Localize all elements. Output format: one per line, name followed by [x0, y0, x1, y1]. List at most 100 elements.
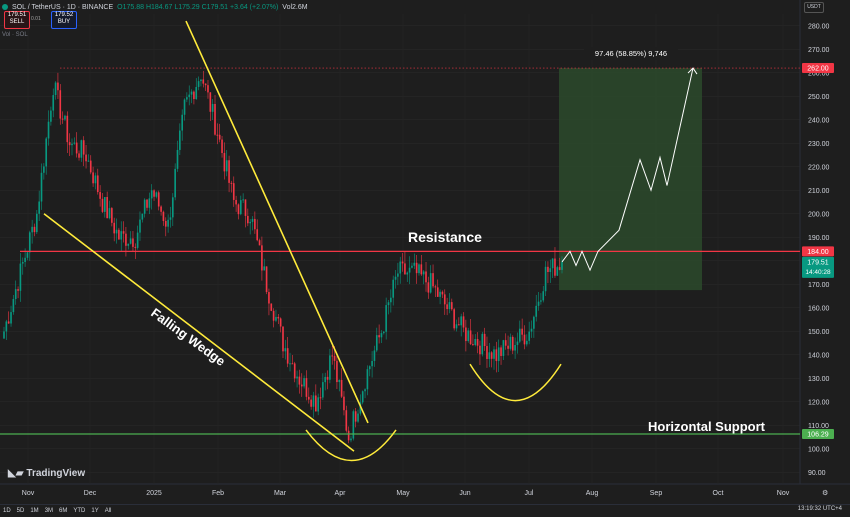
candle-body — [139, 219, 141, 233]
candle-body — [268, 292, 270, 304]
y-tick-label: 160.00 — [808, 305, 830, 312]
candle-body — [324, 376, 327, 383]
candle-body — [247, 215, 249, 224]
range-1y[interactable]: 1Y — [91, 508, 99, 514]
y-tick-label: 230.00 — [808, 141, 830, 148]
candle-body — [218, 134, 221, 140]
candle-body — [450, 302, 453, 310]
candle-body — [101, 198, 104, 212]
range-1d[interactable]: 1D — [3, 508, 11, 514]
y-tick-label: 110.00 — [808, 423, 829, 430]
tradingview-logo-text: TradingView — [26, 468, 86, 479]
candle-body — [479, 345, 481, 355]
candle-body — [183, 99, 186, 115]
y-tick-label: 130.00 — [808, 376, 830, 383]
candle-body — [73, 142, 76, 144]
candle-body — [354, 411, 357, 422]
range-bar: 1D 5D 1M 3M 6M YTD 1Y All — [0, 504, 850, 517]
volume-indicator-label[interactable]: Vol · SOL — [2, 32, 28, 38]
candle-body — [3, 331, 5, 339]
candle-body — [326, 376, 329, 380]
range-3m[interactable]: 3M — [44, 508, 54, 514]
wedge-lower-line[interactable] — [43, 213, 355, 452]
candle-body — [296, 376, 298, 379]
x-tick-label: Nov — [22, 490, 35, 497]
candle-body — [533, 316, 535, 329]
candle-body — [432, 273, 434, 287]
candle-body — [202, 79, 205, 84]
candle-body — [446, 304, 448, 310]
sell-button[interactable]: 179.51 SELL — [4, 11, 30, 29]
candle-body — [397, 273, 399, 277]
candle-body — [279, 318, 282, 327]
candle-body — [188, 94, 191, 98]
candle-body — [118, 229, 120, 240]
market-status-icon — [2, 4, 8, 10]
candle-body — [125, 233, 127, 246]
candle-body — [493, 349, 495, 359]
candle-body — [254, 218, 256, 230]
candle-body — [232, 183, 235, 200]
range-all[interactable]: All — [104, 508, 112, 514]
candle-body — [366, 369, 369, 390]
candle-body — [380, 333, 383, 338]
resistance-price-label-bg — [802, 246, 834, 257]
y-tick-label: 120.00 — [808, 399, 830, 406]
y-tick-label: 140.00 — [808, 352, 830, 359]
candle-body — [549, 268, 552, 273]
candle-body — [263, 266, 266, 271]
candle-body — [265, 266, 268, 293]
y-tick-label: 220.00 — [808, 164, 830, 171]
candle-body — [150, 190, 153, 199]
candle-body — [293, 363, 296, 379]
candle-body — [502, 340, 505, 356]
candle-body — [45, 138, 48, 167]
sell-label: SELL — [9, 19, 25, 25]
currency-selector[interactable]: USDT — [804, 2, 824, 13]
buy-button[interactable]: 179.52 BUY — [51, 11, 77, 29]
candle-body — [394, 276, 397, 280]
candle-body — [561, 261, 563, 270]
candle-body — [169, 217, 172, 220]
candle-body — [103, 197, 106, 212]
range-ytd[interactable]: YTD — [73, 508, 86, 514]
symbol-title[interactable]: SOL / TetherUS · 1D · BINANCE — [12, 3, 114, 11]
x-tick-label: Aug — [586, 490, 599, 497]
range-1m[interactable]: 1M — [30, 508, 39, 514]
candle-body — [157, 192, 160, 207]
candle-body — [33, 226, 36, 233]
candle-body — [429, 273, 432, 293]
range-5d[interactable]: 5D — [16, 508, 25, 514]
candle-body — [261, 245, 263, 271]
candle-body — [258, 240, 261, 246]
candle-body — [307, 396, 310, 400]
candle-body — [275, 316, 277, 321]
candle-body — [179, 130, 181, 150]
candle-body — [418, 264, 420, 274]
candle-body — [270, 303, 273, 311]
candle-body — [249, 221, 251, 224]
candle-body — [458, 324, 460, 326]
utc-clock[interactable]: 13:19:32 UTC+4 — [797, 506, 842, 512]
candle-body — [495, 349, 498, 362]
candle-body — [490, 352, 493, 359]
candle-body — [551, 258, 554, 269]
candle-body — [462, 316, 465, 328]
candle-body — [228, 160, 230, 183]
candle-body — [408, 267, 411, 273]
candle-body — [373, 350, 376, 361]
candle-body — [474, 338, 477, 346]
candle-body — [315, 395, 317, 412]
candle-body — [312, 395, 315, 407]
candle-body — [155, 192, 158, 197]
candle-body — [28, 232, 31, 253]
candle-body — [284, 348, 287, 352]
candle-body — [225, 160, 228, 172]
candle-body — [291, 363, 294, 365]
x-tick-label: Dec — [84, 490, 97, 497]
candle-body — [535, 305, 538, 317]
range-6m[interactable]: 6M — [59, 508, 68, 514]
wedge-upper-line[interactable] — [185, 20, 369, 424]
x-tick-label: Mar — [274, 490, 287, 497]
